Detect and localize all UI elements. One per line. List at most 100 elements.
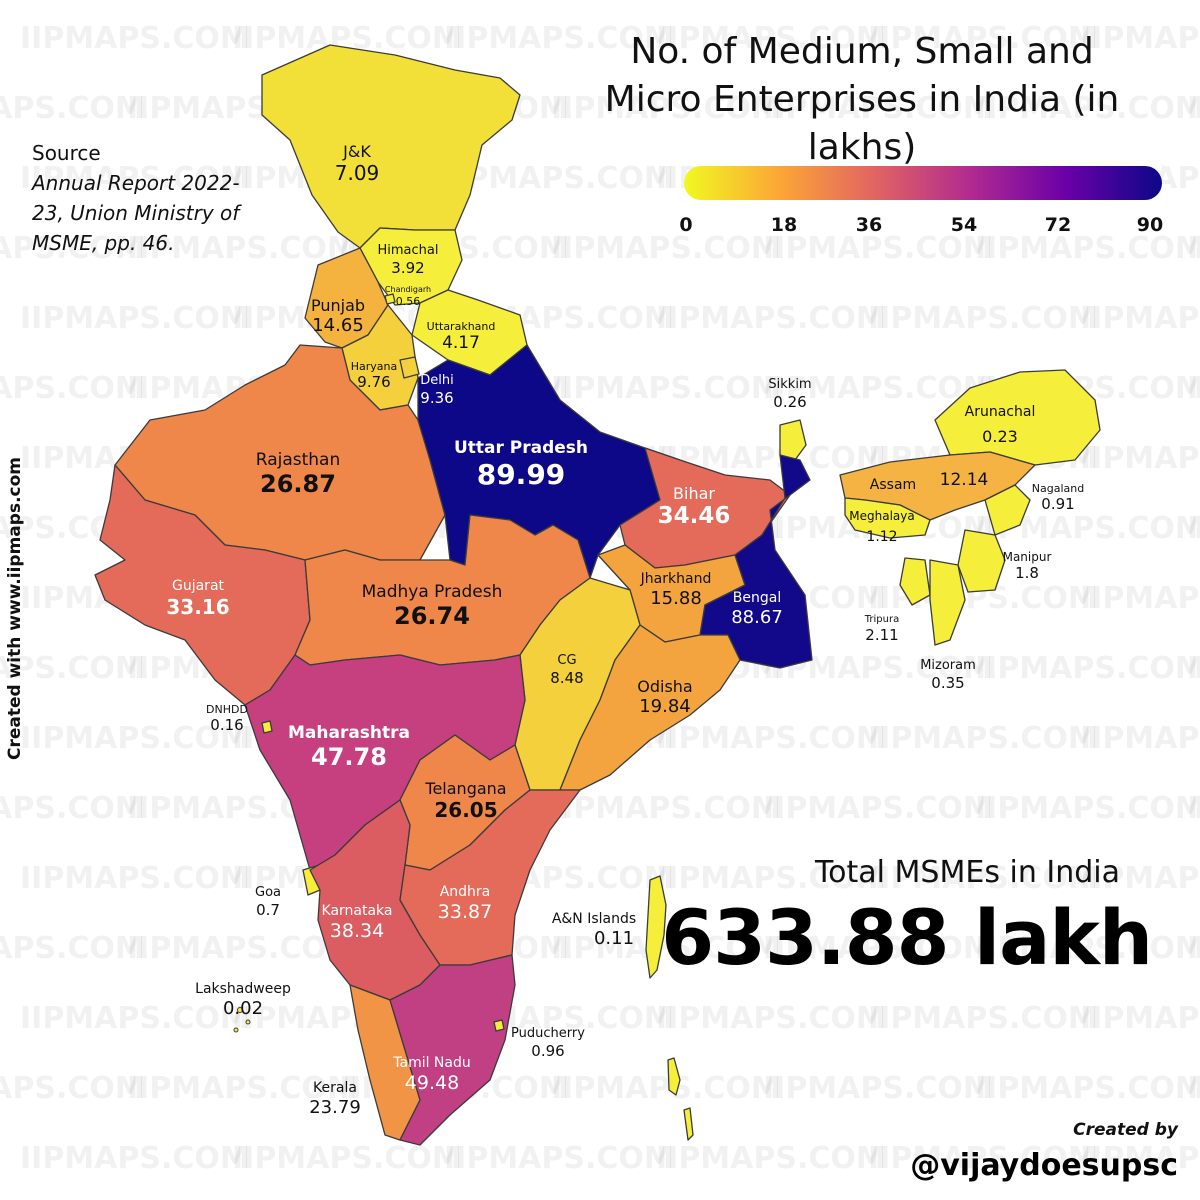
region-chandigarh[interactable] <box>384 293 396 305</box>
watermark-text: IIPMAPS.COM <box>1080 861 1200 896</box>
label-karnataka: Karnataka 38.34 <box>321 903 393 942</box>
region-meghalaya[interactable] <box>844 497 931 539</box>
label-mizoram: Mizoram 0.35 <box>920 658 976 692</box>
region-sikkim[interactable] <box>779 419 807 461</box>
total-label: Total MSMEs in India <box>814 855 1120 890</box>
watermark-text: IIPMAPS.COM <box>551 91 781 126</box>
watermark-text: IIPMAPS.COM <box>1187 791 1200 826</box>
label-puducherry: Puducherry 0.96 <box>511 1026 585 1060</box>
color-scale-ticks: 0 18 36 54 72 90 <box>679 214 1166 238</box>
watermark-text: IIPMAPS.COM <box>868 721 1098 756</box>
source-note: Source Annual Report 2022-23, Union Mini… <box>32 138 270 258</box>
watermark-text: IIPMAPS.COM <box>20 301 250 336</box>
watermark-text: IIPMAPS.COM <box>763 931 993 966</box>
watermark-text: IIPMAPS.COM <box>20 21 250 56</box>
label-assam-value: 12.14 <box>939 470 989 490</box>
label-sikkim: Sikkim 0.26 <box>768 377 812 411</box>
legend-tick: 18 <box>770 214 798 236</box>
region-an-islands-south[interactable] <box>667 1057 694 1141</box>
watermark-text: IIPMAPS.COM <box>656 1001 886 1036</box>
watermark-text: IIPMAPS.COM <box>975 1071 1200 1106</box>
label-maharashtra: Maharashtra 47.78 <box>287 723 411 772</box>
region-mizoram[interactable] <box>929 559 966 646</box>
region-puducherry[interactable] <box>493 1019 505 1032</box>
label-bengal: Bengal 88.67 <box>731 590 783 628</box>
label-odisha: Odisha 19.84 <box>637 677 693 718</box>
watermark-text: IIPMAPS.COM <box>868 301 1098 336</box>
watermark-text: IIPMAPS.COM <box>551 931 781 966</box>
watermark-text: IIPMAPS.COM <box>20 1001 250 1036</box>
watermark-text: IIPMAPS.COM <box>975 651 1200 686</box>
source-label: Source <box>32 141 101 165</box>
watermark-text: IIPMAPS.COM <box>0 791 145 826</box>
map-title: No. of Medium, Small and Micro Enterpris… <box>604 31 1120 168</box>
watermark-text: IIPMAPS.COM <box>975 931 1200 966</box>
region-nagaland[interactable] <box>984 484 1031 536</box>
watermark-text: IIPMAPS.COM <box>868 21 1098 56</box>
region-delhi[interactable] <box>399 356 420 379</box>
region-jk[interactable] <box>261 44 521 249</box>
watermark-text: IIPMAPS.COM <box>1080 721 1200 756</box>
region-andhra[interactable] <box>399 789 581 966</box>
watermark-text: IIPMAPS.COM <box>0 91 145 126</box>
watermark-text: IIPMAPS.COM <box>551 791 781 826</box>
label-andhra: Andhra 33.87 <box>437 884 493 923</box>
watermark-text: IIPMAPS.COM <box>1187 651 1200 686</box>
region-an-islands[interactable] <box>645 875 667 979</box>
label-dnhdd: DNHDD 0.16 <box>206 703 248 735</box>
watermark-text: IIPMAPS.COM <box>868 1141 1098 1176</box>
watermark-text: IIPMAPS.COM <box>975 231 1200 266</box>
label-rajasthan: Rajasthan 26.87 <box>255 450 341 499</box>
label-kerala: Kerala 23.79 <box>309 1080 361 1118</box>
legend-tick: 72 <box>1044 214 1072 236</box>
region-tamil-nadu[interactable] <box>389 954 516 1146</box>
label-punjab: Punjab 14.65 <box>310 296 366 337</box>
watermark-text: IIPMAPS.COM <box>1080 441 1200 476</box>
region-odisha[interactable] <box>559 624 741 791</box>
created-with-text: Created with www.iipmaps.com <box>5 457 25 760</box>
region-manipur[interactable] <box>957 529 1006 593</box>
watermark-text: IIPMAPS.COM <box>20 161 250 196</box>
watermark-text: IIPMAPS.COM <box>20 721 250 756</box>
watermark-text: IIPMAPS.COM <box>232 1141 462 1176</box>
watermark-text: IIPMAPS.COM <box>0 651 145 686</box>
region-bengal[interactable] <box>699 454 813 669</box>
label-arunachal: Arunachal 0.23 <box>964 404 1036 446</box>
watermark-text: IIPMAPS.COM <box>0 1071 145 1106</box>
watermark-text: IIPMAPS.COM <box>656 301 886 336</box>
lakshadweep-dots <box>233 1007 251 1033</box>
watermark-text: IIPMAPS.COM <box>444 21 674 56</box>
watermark-text: IIPMAPS.COM <box>763 231 993 266</box>
legend-tick: 90 <box>1136 214 1164 236</box>
label-assam: Assam <box>869 477 917 493</box>
label-haryana: Haryana 9.76 <box>350 360 398 392</box>
legend-tick: 0 <box>679 214 693 236</box>
label-lakshadweep: Lakshadweep 0.02 <box>195 981 291 1019</box>
watermark-text: IIPMAPS.COM <box>1187 1071 1200 1106</box>
watermark-text: IIPMAPS.COM <box>656 21 886 56</box>
label-nagaland: Nagaland 0.91 <box>1031 482 1085 514</box>
label-jharkhand: Jharkhand 15.88 <box>640 571 712 609</box>
watermark-text: IIPMAPS.COM <box>1187 931 1200 966</box>
watermark-text: IIPMAPS.COM <box>0 371 145 406</box>
label-cg: CG 8.48 <box>550 653 584 687</box>
watermark-text: IIPMAPS.COM <box>763 91 993 126</box>
watermark-text: IIPMAPS.COM <box>127 1071 357 1106</box>
region-himachal[interactable] <box>359 227 463 306</box>
watermark-text: IIPMAPS.COM <box>20 1141 250 1176</box>
region-dnhdd[interactable] <box>261 720 273 734</box>
watermark-text: IIPMAPS.COM <box>656 1141 886 1176</box>
label-tripura: Tripura 2.11 <box>864 614 900 644</box>
watermark-text: IIPMAPS.COM <box>1187 231 1200 266</box>
label-jk: J&K 7.09 <box>334 142 380 186</box>
watermark-text: IIPMAPS.COM <box>127 931 357 966</box>
label-telangana: Telangana 26.05 <box>425 779 507 823</box>
region-tripura[interactable] <box>899 557 931 606</box>
label-goa: Goa 0.7 <box>255 885 281 919</box>
created-by-label: Created by <box>1073 1120 1178 1140</box>
watermark-text: IIPMAPS.COM <box>1080 1001 1200 1036</box>
watermark-text: IIPMAPS.COM <box>20 861 250 896</box>
watermark-text: IIPMAPS.COM <box>551 1071 781 1106</box>
label-tamil-nadu: Tamil Nadu 49.48 <box>393 1055 471 1094</box>
